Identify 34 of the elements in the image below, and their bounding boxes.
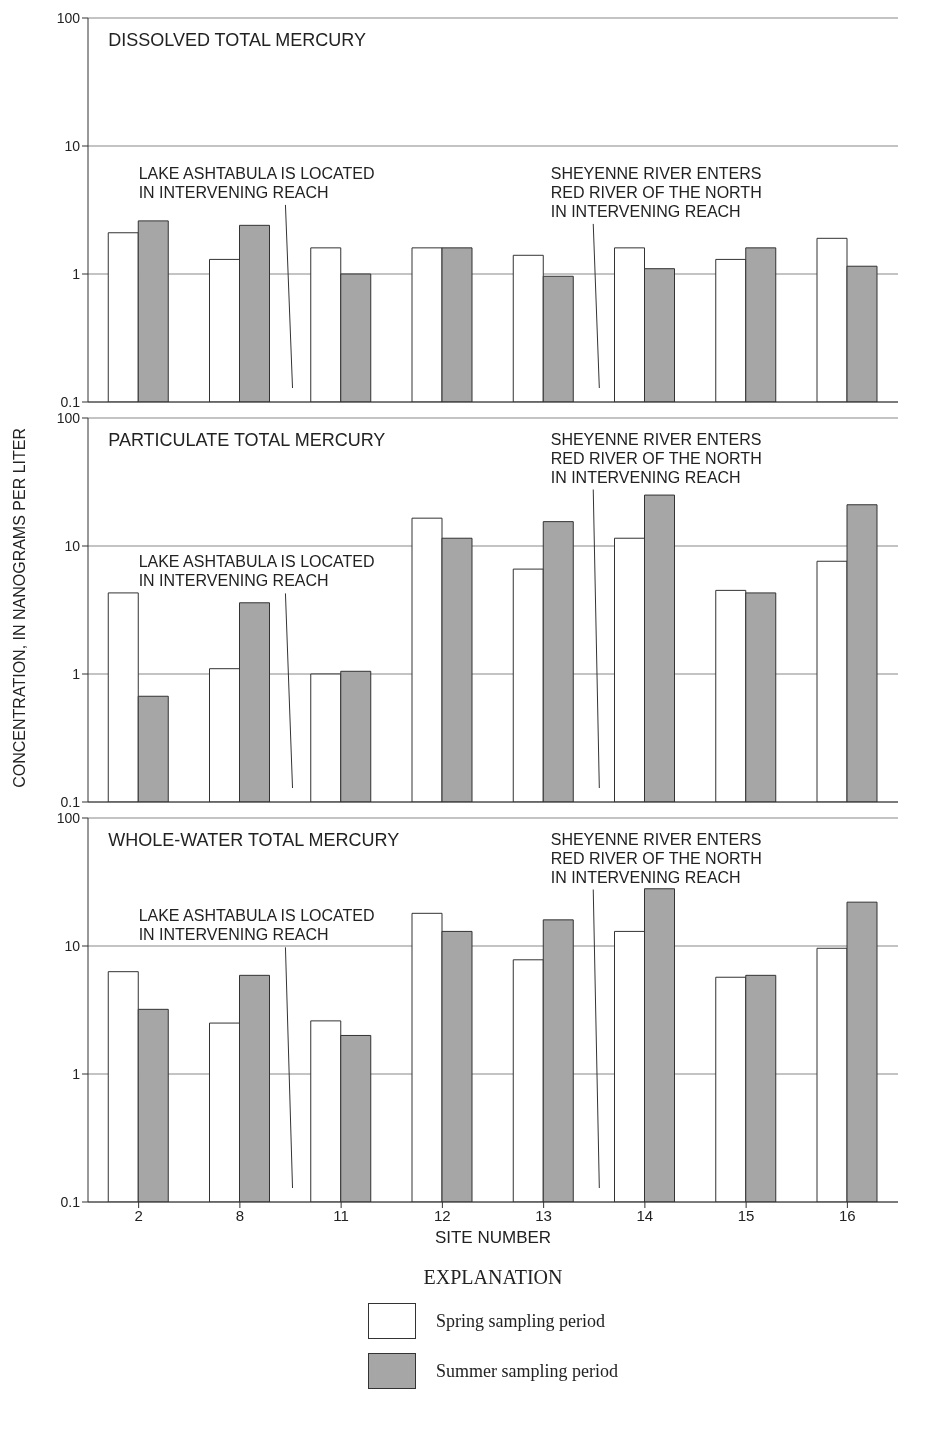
annotation: LAKE ASHTABULA IS LOCATED IN INTERVENING REACH [138,163,375,202]
x-tick-label: 2 [134,1206,143,1224]
x-axis-title: SITE NUMBER [433,1228,553,1248]
text: PARTICULATE TOTAL MERCURY [108,429,386,451]
annotation: SHEYENNE RIVER ENTERS RED RIVER OF THE NORTH IN INTERVENING REACH [550,163,762,221]
y-tick-label: 100 [56,809,81,826]
y-tick-label: 1 [72,665,81,682]
y-tick-label: 100 [56,9,81,26]
x-tick-label: 13 [535,1206,552,1224]
y-tick-label: 0.1 [60,393,81,410]
y-tick-label: 1 [72,265,81,282]
annotation: SHEYENNE RIVER ENTERS RED RIVER OF THE NORTH IN INTERVENING REACH [550,829,762,887]
y-tick-label: 1 [72,1065,81,1082]
x-tick-label: 15 [737,1206,755,1224]
annotation: SHEYENNE RIVER ENTERS RED RIVER OF THE NORTH IN INTERVENING REACH [550,429,762,487]
y-tick-label: 0.1 [60,793,81,810]
text: WHOLE-WATER TOTAL MERCURY [108,829,400,851]
legend-label: Summer sampling period [436,1360,618,1382]
x-tick-label: 14 [636,1206,654,1224]
y-tick-label: 10 [64,537,81,554]
x-tick-label: 8 [235,1206,245,1224]
y-tick-label: 0.1 [60,1193,81,1210]
x-tick-label: 16 [839,1206,856,1224]
x-tick-label: 11 [333,1206,349,1224]
x-tick-label: 12 [434,1206,451,1224]
annotation: LAKE ASHTABULA IS LOCATED IN INTERVENING REACH [138,552,375,591]
text: DISSOLVED TOTAL MERCURY [108,29,366,51]
annotation: LAKE ASHTABULA IS LOCATED IN INTERVENING REACH [138,906,375,945]
legend-title: EXPLANATION [423,1266,563,1289]
y-tick-label: 100 [56,409,81,426]
y-axis-title: CONCENTRATION, IN NANOGRAMS PER LITER [11,428,29,788]
legend-label: Spring sampling period [436,1310,605,1332]
y-tick-label: 10 [64,937,81,954]
y-tick-label: 10 [64,137,81,154]
